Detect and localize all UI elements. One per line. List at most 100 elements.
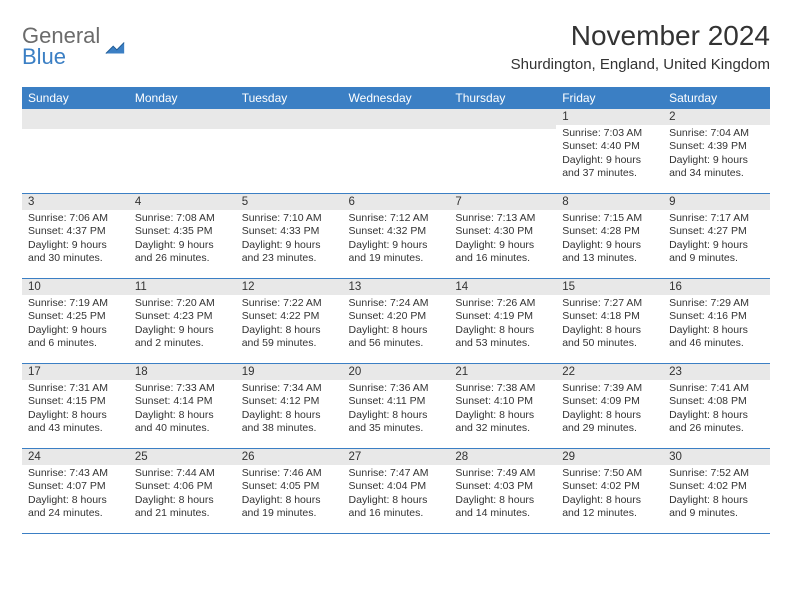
day-number: 6 — [343, 194, 450, 210]
calendar-day-cell: 18Sunrise: 7:33 AMSunset: 4:14 PMDayligh… — [129, 364, 236, 449]
day-number-empty — [22, 109, 129, 129]
calendar-day-cell: 21Sunrise: 7:38 AMSunset: 4:10 PMDayligh… — [449, 364, 556, 449]
calendar-day-cell: 4Sunrise: 7:08 AMSunset: 4:35 PMDaylight… — [129, 194, 236, 279]
day-body: Sunrise: 7:52 AMSunset: 4:02 PMDaylight:… — [663, 465, 770, 525]
day-number: 25 — [129, 449, 236, 465]
calendar-day-cell — [22, 109, 129, 194]
day-body: Sunrise: 7:44 AMSunset: 4:06 PMDaylight:… — [129, 465, 236, 525]
day-number-empty — [343, 109, 450, 129]
calendar-day-cell: 13Sunrise: 7:24 AMSunset: 4:20 PMDayligh… — [343, 279, 450, 364]
location: Shurdington, England, United Kingdom — [511, 56, 770, 73]
day-number: 23 — [663, 364, 770, 380]
day-body: Sunrise: 7:39 AMSunset: 4:09 PMDaylight:… — [556, 380, 663, 440]
day-number-empty — [129, 109, 236, 129]
month-title: November 2024 — [511, 20, 770, 52]
day-body: Sunrise: 7:46 AMSunset: 4:05 PMDaylight:… — [236, 465, 343, 525]
day-number: 17 — [22, 364, 129, 380]
weekday-header: Monday — [129, 87, 236, 109]
day-number: 3 — [22, 194, 129, 210]
calendar-day-cell: 10Sunrise: 7:19 AMSunset: 4:25 PMDayligh… — [22, 279, 129, 364]
calendar-day-cell: 17Sunrise: 7:31 AMSunset: 4:15 PMDayligh… — [22, 364, 129, 449]
day-number: 26 — [236, 449, 343, 465]
calendar-day-cell: 7Sunrise: 7:13 AMSunset: 4:30 PMDaylight… — [449, 194, 556, 279]
weekday-header: Sunday — [22, 87, 129, 109]
day-body: Sunrise: 7:27 AMSunset: 4:18 PMDaylight:… — [556, 295, 663, 355]
day-body: Sunrise: 7:43 AMSunset: 4:07 PMDaylight:… — [22, 465, 129, 525]
logo-text: General Blue — [22, 26, 100, 68]
day-body: Sunrise: 7:33 AMSunset: 4:14 PMDaylight:… — [129, 380, 236, 440]
day-body: Sunrise: 7:06 AMSunset: 4:37 PMDaylight:… — [22, 210, 129, 270]
calendar-day-cell: 16Sunrise: 7:29 AMSunset: 4:16 PMDayligh… — [663, 279, 770, 364]
day-body: Sunrise: 7:50 AMSunset: 4:02 PMDaylight:… — [556, 465, 663, 525]
calendar-day-cell: 20Sunrise: 7:36 AMSunset: 4:11 PMDayligh… — [343, 364, 450, 449]
day-body: Sunrise: 7:49 AMSunset: 4:03 PMDaylight:… — [449, 465, 556, 525]
calendar-day-cell: 1Sunrise: 7:03 AMSunset: 4:40 PMDaylight… — [556, 109, 663, 194]
day-body: Sunrise: 7:03 AMSunset: 4:40 PMDaylight:… — [556, 125, 663, 185]
day-body: Sunrise: 7:08 AMSunset: 4:35 PMDaylight:… — [129, 210, 236, 270]
day-number-empty — [449, 109, 556, 129]
day-number: 22 — [556, 364, 663, 380]
day-body: Sunrise: 7:38 AMSunset: 4:10 PMDaylight:… — [449, 380, 556, 440]
calendar-day-cell: 9Sunrise: 7:17 AMSunset: 4:27 PMDaylight… — [663, 194, 770, 279]
calendar-week-row: 10Sunrise: 7:19 AMSunset: 4:25 PMDayligh… — [22, 279, 770, 364]
day-body: Sunrise: 7:22 AMSunset: 4:22 PMDaylight:… — [236, 295, 343, 355]
title-block: November 2024 Shurdington, England, Unit… — [511, 20, 770, 73]
calendar-week-row: 17Sunrise: 7:31 AMSunset: 4:15 PMDayligh… — [22, 364, 770, 449]
day-number: 27 — [343, 449, 450, 465]
day-body: Sunrise: 7:10 AMSunset: 4:33 PMDaylight:… — [236, 210, 343, 270]
calendar-day-cell: 8Sunrise: 7:15 AMSunset: 4:28 PMDaylight… — [556, 194, 663, 279]
calendar-day-cell: 5Sunrise: 7:10 AMSunset: 4:33 PMDaylight… — [236, 194, 343, 279]
calendar-day-cell — [236, 109, 343, 194]
day-number: 11 — [129, 279, 236, 295]
day-body-empty — [343, 129, 450, 135]
calendar-day-cell: 23Sunrise: 7:41 AMSunset: 4:08 PMDayligh… — [663, 364, 770, 449]
day-body: Sunrise: 7:12 AMSunset: 4:32 PMDaylight:… — [343, 210, 450, 270]
day-body: Sunrise: 7:47 AMSunset: 4:04 PMDaylight:… — [343, 465, 450, 525]
day-body: Sunrise: 7:36 AMSunset: 4:11 PMDaylight:… — [343, 380, 450, 440]
calendar-day-cell: 6Sunrise: 7:12 AMSunset: 4:32 PMDaylight… — [343, 194, 450, 279]
weekday-header: Wednesday — [343, 87, 450, 109]
calendar-week-row: 3Sunrise: 7:06 AMSunset: 4:37 PMDaylight… — [22, 194, 770, 279]
calendar-day-cell: 11Sunrise: 7:20 AMSunset: 4:23 PMDayligh… — [129, 279, 236, 364]
calendar-day-cell: 30Sunrise: 7:52 AMSunset: 4:02 PMDayligh… — [663, 449, 770, 534]
day-number: 10 — [22, 279, 129, 295]
calendar-day-cell: 3Sunrise: 7:06 AMSunset: 4:37 PMDaylight… — [22, 194, 129, 279]
day-body-empty — [129, 129, 236, 135]
day-number: 19 — [236, 364, 343, 380]
weekday-header: Tuesday — [236, 87, 343, 109]
weekday-header: Friday — [556, 87, 663, 109]
calendar-day-cell — [129, 109, 236, 194]
day-number: 15 — [556, 279, 663, 295]
day-body: Sunrise: 7:13 AMSunset: 4:30 PMDaylight:… — [449, 210, 556, 270]
day-body: Sunrise: 7:41 AMSunset: 4:08 PMDaylight:… — [663, 380, 770, 440]
calendar-day-cell — [343, 109, 450, 194]
calendar-day-cell: 29Sunrise: 7:50 AMSunset: 4:02 PMDayligh… — [556, 449, 663, 534]
day-body: Sunrise: 7:26 AMSunset: 4:19 PMDaylight:… — [449, 295, 556, 355]
calendar-day-cell: 22Sunrise: 7:39 AMSunset: 4:09 PMDayligh… — [556, 364, 663, 449]
day-number: 20 — [343, 364, 450, 380]
day-number: 14 — [449, 279, 556, 295]
day-body: Sunrise: 7:34 AMSunset: 4:12 PMDaylight:… — [236, 380, 343, 440]
day-number: 13 — [343, 279, 450, 295]
day-number: 2 — [663, 109, 770, 125]
day-number: 29 — [556, 449, 663, 465]
day-body: Sunrise: 7:31 AMSunset: 4:15 PMDaylight:… — [22, 380, 129, 440]
weekday-header: Saturday — [663, 87, 770, 109]
calendar-day-cell — [449, 109, 556, 194]
day-number: 24 — [22, 449, 129, 465]
calendar-body: 1Sunrise: 7:03 AMSunset: 4:40 PMDaylight… — [22, 109, 770, 534]
day-body-empty — [449, 129, 556, 135]
calendar-day-cell: 2Sunrise: 7:04 AMSunset: 4:39 PMDaylight… — [663, 109, 770, 194]
day-number: 18 — [129, 364, 236, 380]
day-number: 28 — [449, 449, 556, 465]
weekday-header: Thursday — [449, 87, 556, 109]
weekday-header-row: SundayMondayTuesdayWednesdayThursdayFrid… — [22, 87, 770, 109]
day-body-empty — [236, 129, 343, 135]
day-number: 7 — [449, 194, 556, 210]
calendar-table: SundayMondayTuesdayWednesdayThursdayFrid… — [22, 87, 770, 534]
day-number: 4 — [129, 194, 236, 210]
day-body: Sunrise: 7:15 AMSunset: 4:28 PMDaylight:… — [556, 210, 663, 270]
day-number-empty — [236, 109, 343, 129]
day-number: 12 — [236, 279, 343, 295]
calendar-day-cell: 24Sunrise: 7:43 AMSunset: 4:07 PMDayligh… — [22, 449, 129, 534]
